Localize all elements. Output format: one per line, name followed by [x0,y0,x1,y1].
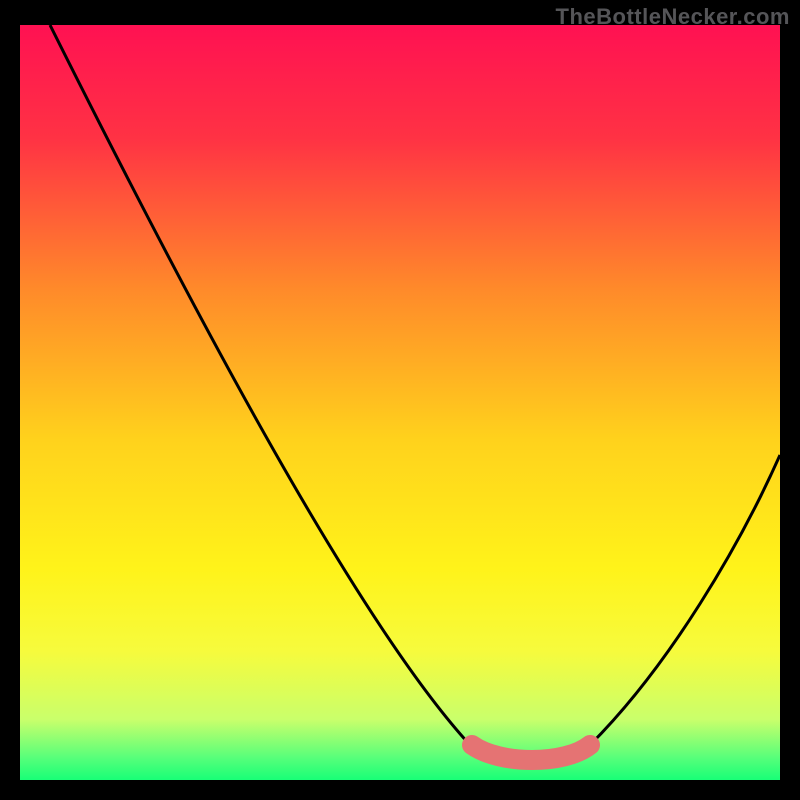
chart-container: TheBottleNecker.com [0,0,800,800]
watermark-text: TheBottleNecker.com [556,4,790,30]
plot-area [20,25,780,780]
curve-layer [20,25,780,780]
optimal-plateau [472,745,590,760]
bottleneck-curve [50,25,780,762]
